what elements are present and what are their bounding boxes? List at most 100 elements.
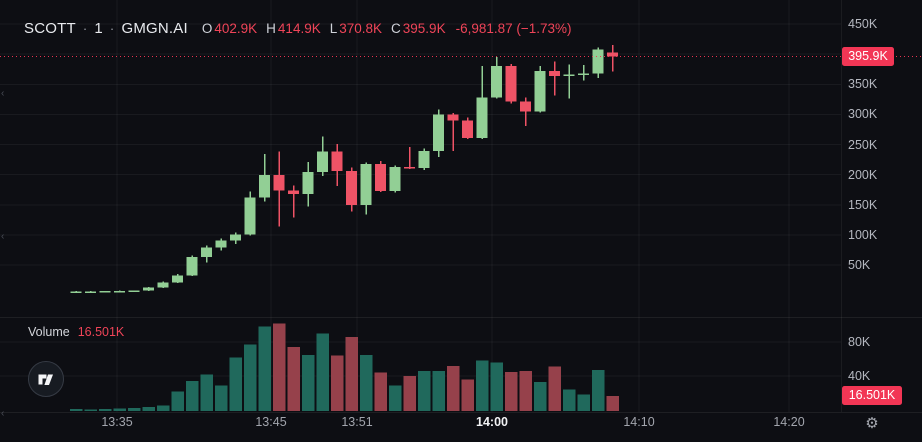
candle-body[interactable]	[375, 163, 386, 191]
volume-bar[interactable]	[389, 385, 402, 411]
candle-body[interactable]	[418, 151, 430, 168]
time-axis-label: 14:00	[476, 415, 508, 429]
candle-body[interactable]	[143, 287, 154, 291]
candle-body[interactable]	[317, 151, 328, 173]
volume-bar[interactable]	[403, 376, 417, 411]
price-axis-label: 100K	[848, 227, 878, 242]
volume-bar[interactable]	[548, 366, 562, 411]
candle-body[interactable]	[534, 70, 546, 112]
candle-body[interactable]	[607, 52, 618, 57]
tradingview-logo[interactable]	[28, 361, 64, 397]
candle-body[interactable]	[331, 151, 343, 172]
volume-bar[interactable]	[490, 362, 504, 411]
volume-bar[interactable]	[186, 381, 199, 411]
last-price-badge: 395.9K	[842, 47, 894, 67]
candle-body[interactable]	[592, 49, 604, 74]
volume-bar[interactable]	[447, 365, 460, 411]
candle-body[interactable]	[549, 70, 560, 76]
candle-body[interactable]	[244, 197, 256, 235]
pane-divider[interactable]	[0, 317, 922, 318]
candle-body[interactable]	[288, 190, 299, 194]
volume-bar[interactable]	[99, 408, 112, 411]
candle-body[interactable]	[433, 114, 444, 152]
volume-bar[interactable]	[244, 344, 257, 411]
time-axis-label: 13:51	[341, 415, 373, 429]
candle-body[interactable]	[578, 73, 589, 75]
candle-body[interactable]	[447, 114, 459, 121]
candle-body[interactable]	[491, 66, 502, 98]
volume-bar[interactable]	[534, 381, 547, 411]
ohlc-readout: O 402.9K H 414.9K L 370.8K C 395.9K -6,9…	[202, 21, 572, 36]
volume-bar[interactable]	[171, 391, 185, 411]
low-label: L	[329, 21, 338, 36]
candle-body[interactable]	[462, 120, 473, 138]
symbol-name[interactable]: SCOTT	[24, 20, 76, 37]
volume-bar[interactable]	[84, 409, 98, 411]
candle-body[interactable]	[70, 291, 82, 293]
candle-body[interactable]	[201, 247, 212, 258]
volume-bar[interactable]	[70, 409, 83, 411]
volume-current-value: 16.501K	[77, 325, 125, 339]
candle-body[interactable]	[360, 163, 372, 205]
volume-bar[interactable]	[505, 371, 518, 411]
volume-bar[interactable]	[606, 395, 620, 411]
open-label: O	[201, 21, 213, 36]
candle-body[interactable]	[85, 291, 96, 293]
volume-bar[interactable]	[113, 408, 127, 411]
volume-bar[interactable]	[432, 370, 446, 411]
left-edge-chevron-icon: ‹	[1, 88, 5, 99]
price-axis-label: 450K	[848, 17, 878, 31]
exchange-name[interactable]: GMGN.AI	[121, 20, 188, 37]
volume-bar[interactable]	[577, 394, 591, 411]
candle-body[interactable]	[563, 74, 575, 77]
symbol-line[interactable]: SCOTT · 1 · GMGN.AI	[24, 20, 188, 37]
candle-body[interactable]	[476, 97, 488, 138]
candle-body[interactable]	[302, 172, 314, 194]
candle-body[interactable]	[259, 175, 270, 198]
volume-bar[interactable]	[128, 407, 141, 411]
volume-bar[interactable]	[592, 370, 605, 411]
volume-bar[interactable]	[200, 374, 214, 411]
volume-bar[interactable]	[316, 333, 330, 412]
candle-body[interactable]	[346, 171, 357, 205]
volume-bar[interactable]	[258, 326, 272, 411]
volume-axis-label: 80K	[848, 335, 871, 349]
volume-bar[interactable]	[215, 385, 228, 411]
candle-body[interactable]	[172, 275, 183, 283]
settings-gear-icon[interactable]: ⚙	[865, 415, 879, 432]
chart-legend: SCOTT · 1 · GMGN.AI O 402.9K H 414.9K L …	[24, 20, 572, 37]
volume-bar[interactable]	[229, 357, 243, 411]
volume-bar[interactable]	[461, 379, 475, 411]
volume-bar[interactable]	[142, 406, 156, 411]
volume-bar[interactable]	[476, 360, 489, 411]
candle-body[interactable]	[186, 257, 198, 276]
candle-body[interactable]	[99, 291, 111, 293]
volume-bar[interactable]	[157, 405, 170, 411]
interval-value[interactable]: 1	[94, 20, 103, 37]
current-volume-badge: 16.501K	[842, 386, 902, 406]
time-axis-label: 13:35	[101, 415, 133, 429]
volume-bar[interactable]	[273, 323, 286, 411]
candle-body[interactable]	[157, 282, 169, 288]
candle-body[interactable]	[389, 166, 401, 191]
candle-body[interactable]	[128, 290, 140, 293]
candle-body[interactable]	[404, 166, 415, 169]
volume-bar[interactable]	[360, 354, 373, 411]
candle-body[interactable]	[520, 101, 531, 112]
candle-body[interactable]	[273, 175, 285, 191]
volume-bar[interactable]	[563, 389, 576, 411]
volume-bar[interactable]	[519, 370, 533, 411]
candle-body[interactable]	[505, 66, 517, 102]
volume-bar[interactable]	[287, 347, 301, 411]
volume-bar[interactable]	[418, 370, 431, 411]
time-axis-label: 13:45	[255, 415, 287, 429]
volume-bar[interactable]	[331, 355, 344, 411]
candle-body[interactable]	[230, 234, 241, 241]
volume-bar[interactable]	[302, 354, 315, 411]
volume-bar[interactable]	[345, 336, 359, 411]
candle-body[interactable]	[215, 240, 227, 248]
candle-body[interactable]	[114, 290, 125, 293]
volume-bar[interactable]	[374, 372, 388, 411]
